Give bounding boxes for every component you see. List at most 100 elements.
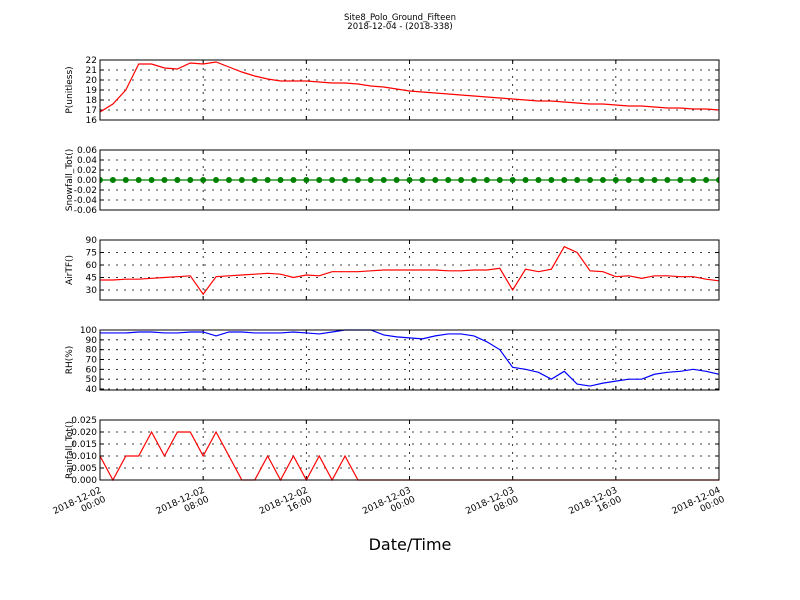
data-point — [393, 177, 400, 183]
y-tick-label: 0.000 — [71, 476, 97, 486]
plot-area — [100, 329, 719, 387]
y-tick-label: 0.010 — [71, 452, 97, 462]
data-point — [161, 177, 168, 183]
y-tick-label: 30 — [86, 286, 98, 296]
data-point — [329, 177, 336, 183]
y-tick-label: 17 — [86, 106, 97, 116]
y-tick-label: -0.04 — [74, 196, 98, 206]
data-point — [470, 177, 477, 183]
chart-subtitle: 2018-12-04 - (2018-338) — [347, 22, 452, 32]
data-line — [100, 329, 719, 387]
data-point — [638, 177, 645, 183]
data-point — [587, 177, 594, 183]
y-tick-label: 0.04 — [77, 156, 97, 166]
data-point — [109, 177, 116, 183]
axes-frame — [99, 149, 720, 211]
y-tick-label: 20 — [86, 76, 98, 86]
y-tick-label: 0.025 — [71, 416, 97, 426]
y-tick-label: -0.02 — [74, 186, 97, 196]
data-point — [509, 177, 516, 183]
data-point — [367, 177, 374, 183]
data-point — [187, 177, 194, 183]
y-tick-label: 70 — [86, 356, 98, 366]
data-point — [664, 177, 671, 183]
plot-area — [100, 245, 719, 296]
y-axis-label: Snowfall_Tot() — [65, 149, 75, 212]
y-tick-label: 22 — [86, 56, 97, 66]
y-tick-label: 60 — [86, 365, 98, 375]
data-point — [574, 177, 581, 183]
data-point — [496, 177, 503, 183]
data-point — [135, 177, 142, 183]
data-point — [690, 177, 697, 183]
data-point — [303, 177, 310, 183]
data-point — [432, 177, 439, 183]
data-point — [406, 177, 413, 183]
data-point — [612, 177, 619, 183]
y-tick-label: 0.015 — [71, 440, 97, 450]
data-point — [561, 177, 568, 183]
data-point — [122, 177, 129, 183]
data-point — [316, 177, 323, 183]
data-point — [599, 177, 606, 183]
y-tick-label: 100 — [80, 326, 97, 336]
data-point — [100, 177, 103, 183]
data-point — [380, 177, 387, 183]
y-tick-label: 60 — [86, 261, 98, 271]
data-line — [100, 61, 719, 113]
data-point — [651, 177, 658, 183]
data-point — [535, 177, 542, 183]
y-tick-label: 40 — [86, 385, 98, 395]
data-point — [716, 177, 719, 183]
y-tick-label: 50 — [86, 375, 98, 385]
plot-area — [100, 177, 719, 183]
data-point — [522, 177, 529, 183]
plot-area — [100, 61, 719, 113]
data-point — [458, 177, 465, 183]
chart-title: Site8_Polo_Ground_Fifteen — [344, 13, 456, 23]
data-point — [238, 177, 245, 183]
y-tick-label: 21 — [86, 66, 97, 76]
y-tick-label: 75 — [86, 249, 97, 259]
data-point — [354, 177, 361, 183]
data-point — [483, 177, 490, 183]
data-point — [213, 177, 220, 183]
data-point — [342, 177, 349, 183]
y-axis-label: AirTF() — [65, 255, 75, 285]
data-point — [277, 177, 284, 183]
data-point — [290, 177, 297, 183]
y-tick-label: 90 — [86, 336, 98, 346]
data-point — [703, 177, 710, 183]
y-tick-label: 80 — [86, 346, 98, 356]
data-point — [251, 177, 258, 183]
data-point — [174, 177, 181, 183]
y-tick-label: 19 — [86, 86, 98, 96]
axes-frame — [99, 239, 720, 301]
axes-frame — [99, 329, 720, 391]
y-tick-label: 0.00 — [77, 176, 97, 186]
y-tick-label: 0.06 — [77, 146, 97, 156]
axes-frame — [99, 419, 720, 481]
y-tick-label: 0.020 — [71, 428, 97, 438]
y-tick-label: 90 — [86, 236, 98, 246]
y-axis-label: Rainfall_Tot() — [65, 421, 75, 479]
x-axis-label: Date/Time — [369, 535, 452, 554]
data-line — [100, 245, 719, 296]
y-axis-label: RH(%) — [65, 346, 75, 375]
y-tick-label: 0.02 — [77, 166, 97, 176]
y-tick-label: -0.06 — [74, 206, 98, 216]
data-point — [419, 177, 426, 183]
data-point — [200, 177, 207, 183]
data-point — [625, 177, 632, 183]
data-point — [264, 177, 271, 183]
data-point — [677, 177, 684, 183]
data-point — [445, 177, 452, 183]
y-tick-label: 0.005 — [71, 464, 97, 474]
y-tick-label: 16 — [86, 116, 98, 126]
data-point — [548, 177, 555, 183]
y-tick-label: 45 — [86, 274, 97, 284]
data-point — [225, 177, 232, 183]
y-tick-label: 18 — [86, 96, 98, 106]
axes-frame — [99, 59, 720, 121]
